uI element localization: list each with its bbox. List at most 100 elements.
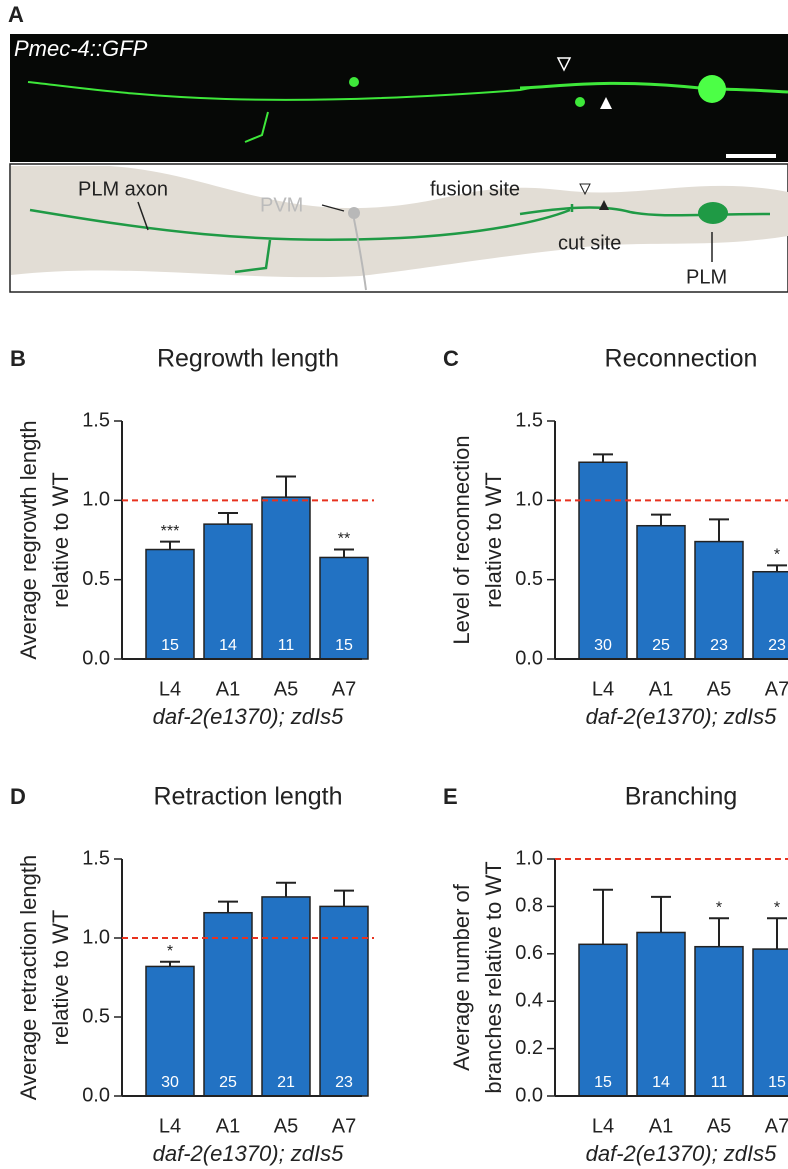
x-tick-label: A5: [274, 678, 298, 700]
x-tick-label: A5: [274, 1115, 298, 1137]
n-label: 15: [768, 1074, 786, 1091]
image-label: Pmec-4::GFP: [14, 36, 148, 61]
arrowhead: [599, 200, 609, 210]
x-tick-label: A1: [216, 1115, 240, 1137]
y-axis-label: relative to WT: [48, 910, 73, 1046]
n-label: 11: [711, 1074, 728, 1091]
x-axis-label: daf-2(e1370); zdIs5: [153, 1141, 345, 1166]
y-tick-label: 1.0: [82, 926, 110, 948]
y-tick-label: 0.4: [515, 989, 543, 1011]
y-tick-label: 0.5: [515, 568, 543, 590]
arrow: [137, 201, 149, 231]
significance: *: [774, 899, 780, 916]
chart-title: Retraction length: [153, 783, 342, 811]
x-tick-label: A1: [649, 678, 673, 700]
diagram-label: PLM: [686, 266, 727, 288]
arrowhead-open: [579, 183, 591, 196]
scale-bar: [726, 154, 776, 158]
panel-label: C: [443, 346, 459, 371]
panel-label: A: [8, 2, 24, 27]
bar: [694, 540, 744, 660]
y-tick-label: 1.5: [82, 409, 110, 431]
y-tick-label: 0.0: [82, 1084, 110, 1106]
bar: [319, 905, 369, 1097]
cell-body: [698, 75, 726, 103]
n-label: 14: [652, 1074, 670, 1091]
worm-outline: [11, 166, 788, 278]
bar: [578, 943, 628, 1097]
n-label: 14: [219, 637, 237, 654]
x-tick-label: A7: [765, 678, 788, 700]
y-tick-label: 1.0: [515, 489, 543, 511]
cell-body: [349, 77, 359, 87]
bar: [636, 931, 686, 1097]
x-tick-label: A5: [707, 678, 731, 700]
y-tick-label: 0.0: [515, 1084, 543, 1106]
n-label: 25: [652, 637, 670, 654]
x-axis-label: daf-2(e1370); zdIs5: [153, 704, 345, 729]
y-tick-label: 0.0: [82, 647, 110, 669]
x-tick-label: A1: [216, 678, 240, 700]
y-axis-label: Average retraction length: [16, 855, 41, 1100]
bar: [261, 496, 311, 660]
y-axis-label: Level of reconnection: [449, 435, 474, 644]
diagram-label: cut site: [558, 232, 621, 254]
bar: [261, 896, 311, 1097]
n-label: 23: [335, 1074, 353, 1091]
n-label: 30: [594, 637, 612, 654]
n-label: 15: [161, 637, 179, 654]
n-label: 30: [161, 1074, 179, 1091]
x-axis-label: daf-2(e1370); zdIs5: [586, 704, 778, 729]
x-tick-label: A7: [332, 1115, 356, 1137]
chart-title: Reconnection: [605, 345, 758, 373]
n-label: 15: [335, 637, 353, 654]
x-tick-label: A1: [649, 1115, 673, 1137]
x-tick-label: A5: [707, 1115, 731, 1137]
y-tick-label: 0.6: [515, 942, 543, 964]
significance: *: [716, 899, 722, 916]
pvm-axon: [353, 218, 367, 291]
y-tick-label: 0.5: [82, 1005, 110, 1027]
y-tick-label: 1.5: [82, 847, 110, 869]
arrow: [321, 204, 345, 212]
diagram-label: PVM: [260, 194, 303, 216]
y-tick-label: 1.5: [515, 409, 543, 431]
bar: [145, 548, 195, 660]
bar: [578, 461, 628, 660]
y-axis-label: branches relative to WT: [481, 861, 506, 1093]
arrowhead-open: [556, 57, 572, 72]
x-tick-label: L4: [159, 1115, 181, 1137]
x-tick-label: A7: [765, 1115, 788, 1137]
panel-label: D: [10, 784, 26, 809]
significance: ***: [161, 523, 180, 540]
x-axis-label: daf-2(e1370); zdIs5: [586, 1141, 778, 1166]
panel-a: A Pmec-4::GFP PLM axon PVM fusion site: [8, 2, 788, 293]
plm-cell: [698, 202, 728, 224]
y-tick-label: 1.0: [515, 847, 543, 869]
n-label: 23: [768, 637, 786, 654]
significance: *: [774, 547, 780, 564]
n-label: 25: [219, 1074, 237, 1091]
x-tick-label: L4: [159, 678, 181, 700]
pvm-cell: [348, 207, 360, 219]
chart-title: Branching: [625, 783, 738, 811]
chart-title: Regrowth length: [157, 345, 339, 373]
n-label: 11: [278, 637, 295, 654]
n-label: 23: [710, 637, 728, 654]
n-label: 15: [594, 1074, 612, 1091]
y-axis-label: Average number of: [449, 883, 474, 1071]
significance: *: [167, 943, 173, 960]
panel-label: E: [443, 784, 458, 809]
y-tick-label: 1.0: [82, 489, 110, 511]
diagram-label: fusion site: [430, 178, 520, 200]
bar: [694, 945, 744, 1097]
x-tick-label: A7: [332, 678, 356, 700]
bar: [145, 965, 195, 1097]
panel-label: B: [10, 346, 26, 371]
arrowhead: [600, 97, 612, 109]
neuron: [27, 81, 788, 143]
diagram-label: PLM axon: [78, 178, 168, 200]
n-label: 21: [277, 1074, 295, 1091]
significance: **: [338, 531, 350, 548]
